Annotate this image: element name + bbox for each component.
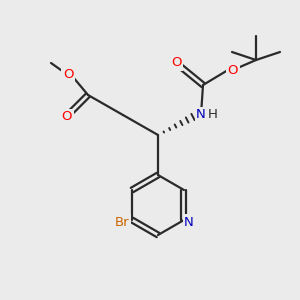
- Text: N: N: [184, 215, 194, 229]
- Text: O: O: [228, 64, 238, 76]
- Text: Br: Br: [115, 215, 129, 229]
- Text: O: O: [171, 56, 181, 70]
- Text: O: O: [63, 68, 73, 82]
- Text: O: O: [228, 64, 238, 76]
- Text: O: O: [63, 68, 73, 82]
- Text: N: N: [184, 215, 194, 229]
- Text: H: H: [208, 109, 218, 122]
- Text: O: O: [62, 110, 72, 124]
- Text: O: O: [171, 56, 181, 70]
- Text: H: H: [208, 109, 218, 122]
- Text: N: N: [196, 109, 206, 122]
- Text: N: N: [196, 109, 206, 122]
- Text: O: O: [62, 110, 72, 124]
- Text: Br: Br: [115, 215, 129, 229]
